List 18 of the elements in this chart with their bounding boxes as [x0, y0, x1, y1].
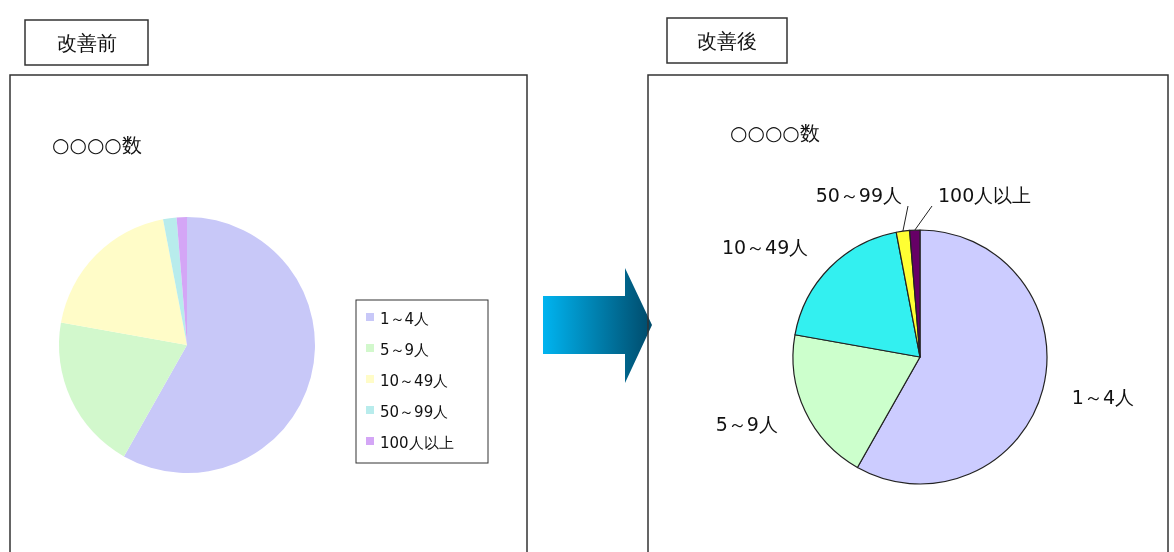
pie-slice [123, 217, 315, 473]
legend-label: 100人以上 [380, 434, 454, 452]
legend-label: 5～9人 [380, 341, 430, 359]
text: 改善前 [56, 30, 117, 55]
legend-label: 1～4人 [380, 310, 430, 328]
text: 改善後 [697, 28, 757, 53]
slice-label: 50～99人 [815, 184, 902, 206]
pie-slice [163, 217, 187, 345]
slice-label: 10～49人 [721, 235, 809, 258]
pie-slice [59, 322, 187, 457]
chart-title: ○○○○数 [730, 121, 820, 145]
slice-label: 5～9人 [715, 412, 778, 435]
slice-label: 100人以上 [938, 184, 1032, 206]
slice-label: 1～4人 [1071, 386, 1135, 408]
legend-label: 50～99人 [380, 403, 449, 421]
legend-label: 10～49人 [380, 372, 449, 390]
pie-slice [60, 219, 187, 345]
chart-title: ○○○○数 [52, 133, 142, 157]
